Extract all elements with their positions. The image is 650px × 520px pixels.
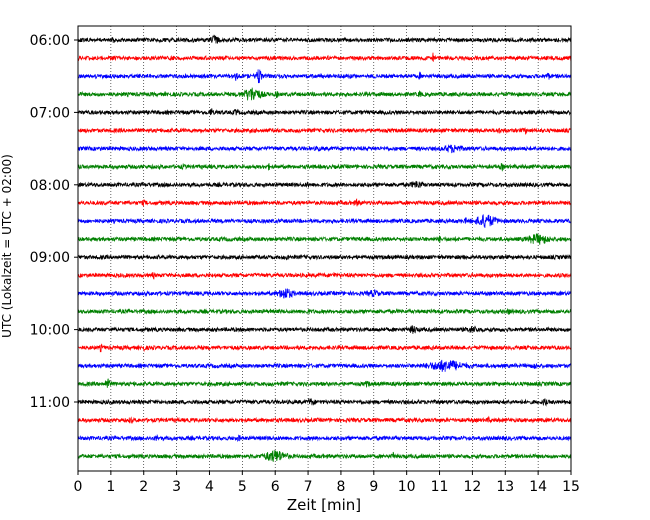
x-tick-label: 13 <box>496 479 514 495</box>
grid-layer <box>110 26 539 471</box>
trace-11-15 <box>77 415 572 424</box>
trace-09-00 <box>77 253 572 261</box>
trace-07-30 <box>77 144 572 154</box>
x-tick-label: 1 <box>106 479 115 495</box>
trace-09-15 <box>77 271 572 280</box>
trace-10-15 <box>77 343 572 353</box>
trace-08-15 <box>77 198 572 207</box>
trace-10-45 <box>77 378 572 388</box>
trace-09-30 <box>77 288 572 299</box>
trace-10-00 <box>77 325 572 334</box>
trace-11-00 <box>77 397 572 407</box>
x-tick-label: 14 <box>529 479 547 495</box>
x-tick-label: 8 <box>336 479 345 495</box>
trace-09-45 <box>77 308 572 315</box>
x-axis-label: Zeit [min] <box>287 496 361 514</box>
y-tick-label: 09:00 <box>30 250 70 266</box>
x-tick-label: 2 <box>139 479 148 495</box>
trace-07-00 <box>77 108 572 116</box>
trace-07-15 <box>77 127 572 135</box>
y-tick-label: 08:00 <box>30 178 70 194</box>
trace-08-30 <box>77 214 572 228</box>
y-tick-label: 07:00 <box>30 105 70 121</box>
trace-06-45 <box>77 87 572 101</box>
plot-frame <box>77 25 572 472</box>
y-axis-label: UTC (Lokalzeit = UTC + 02:00) <box>0 154 14 338</box>
trace-06-30 <box>77 69 572 84</box>
x-tick-label: 10 <box>398 479 416 495</box>
trace-08-00 <box>77 180 572 189</box>
y-tick-label: 06:00 <box>30 33 70 49</box>
y-axis: 06:00 07:00 08:00 09:00 10:00 11:00 <box>30 33 78 411</box>
x-axis: 0 1 2 3 4 5 6 7 8 9 10 11 12 13 14 15 <box>74 471 580 495</box>
x-tick-label: 0 <box>74 479 83 495</box>
trace-06-00 <box>77 34 572 44</box>
trace-08-45 <box>77 233 572 245</box>
x-tick-label: 5 <box>238 479 247 495</box>
x-tick-label: 12 <box>463 479 481 495</box>
trace-11-45 <box>77 450 572 462</box>
trace-layer <box>77 34 572 462</box>
plot-area <box>77 25 572 472</box>
x-tick-label: 4 <box>205 479 214 495</box>
y-tick-label: 11:00 <box>30 395 70 411</box>
x-tick-label: 15 <box>562 479 580 495</box>
x-tick-label: 6 <box>271 479 280 495</box>
trace-07-45 <box>77 162 572 172</box>
x-tick-label: 7 <box>304 479 313 495</box>
trace-10-30 <box>77 359 572 372</box>
y-tick-label: 10:00 <box>30 323 70 339</box>
x-tick-label: 11 <box>431 479 449 495</box>
trace-11-30 <box>77 434 572 442</box>
plot-background <box>78 26 571 471</box>
x-tick-label: 3 <box>172 479 181 495</box>
x-tick-label: 9 <box>369 479 378 495</box>
trace-06-15 <box>77 52 572 62</box>
